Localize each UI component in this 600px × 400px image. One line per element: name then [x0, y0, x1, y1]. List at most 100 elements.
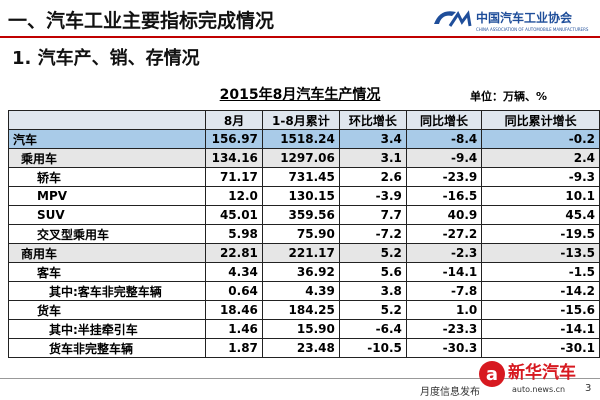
value-cell: 2.6 [338, 167, 407, 187]
header-cell [7, 110, 207, 130]
value-cell: -14.2 [481, 281, 600, 301]
value-cell: 7.7 [338, 205, 407, 225]
value-cell: 36.92 [261, 262, 340, 282]
header-cell: 8月 [205, 110, 263, 130]
value-cell: 359.56 [261, 205, 340, 225]
header-cell: 环比增长 [338, 110, 407, 130]
value-cell: 10.1 [481, 186, 600, 206]
value-cell: 22.81 [205, 243, 263, 263]
table-row: 轿车 71.17 731.45 2.6 -23.9 -9.3 [7, 167, 600, 187]
table-row: 货车非完整车辆 1.87 23.48 -10.5 -30.3 -30.1 [7, 338, 600, 358]
value-cell: -2.3 [405, 243, 483, 263]
value-cell: 134.16 [205, 148, 263, 168]
value-cell: -15.6 [481, 300, 600, 320]
value-cell: -9.4 [405, 148, 483, 168]
value-cell: -6.4 [338, 319, 407, 339]
value-cell: 221.17 [261, 243, 340, 263]
value-cell: 45.4 [481, 205, 600, 225]
value-cell: -10.5 [338, 338, 407, 358]
row-label: 交叉型乘用车 [7, 224, 207, 244]
value-cell: 45.01 [205, 205, 263, 225]
value-cell: 184.25 [261, 300, 340, 320]
value-cell: 4.34 [205, 262, 263, 282]
value-cell: -13.5 [481, 243, 600, 263]
page-number: 3 [585, 383, 592, 394]
value-cell: 23.48 [261, 338, 340, 358]
value-cell: 0.64 [205, 281, 263, 301]
row-label: 轿车 [7, 167, 207, 187]
value-cell: 5.2 [338, 300, 407, 320]
logo-text: 中国汽车工业协会 [476, 10, 573, 25]
watermark: a 新华汽车 auto.news.cn [479, 361, 576, 394]
value-cell: -16.5 [405, 186, 483, 206]
table-row: 乘用车 134.16 1297.06 3.1 -9.4 2.4 [7, 148, 600, 168]
value-cell: 5.98 [205, 224, 263, 244]
value-cell: 1.87 [205, 338, 263, 358]
value-cell: -14.1 [481, 319, 600, 339]
value-cell: 71.17 [205, 167, 263, 187]
value-cell: -0.2 [481, 129, 600, 149]
slide-title: 一、汽车工业主要指标完成情况 [8, 10, 275, 32]
value-cell: 1518.24 [261, 129, 340, 149]
row-label: 其中:客车非完整车辆 [7, 281, 207, 301]
value-cell: -14.1 [405, 262, 483, 282]
value-cell: -23.3 [405, 319, 483, 339]
row-label: SUV [7, 205, 207, 225]
table-row: 商用车 22.81 221.17 5.2 -2.3 -13.5 [7, 243, 600, 263]
value-cell: 1297.06 [261, 148, 340, 168]
row-label: 货车 [7, 300, 207, 320]
value-cell: -23.9 [405, 167, 483, 187]
header-cell: 同比增长 [405, 110, 483, 130]
value-cell: 4.39 [261, 281, 340, 301]
value-cell: 1.46 [205, 319, 263, 339]
footer-rule [0, 378, 600, 379]
value-cell: 156.97 [205, 129, 263, 149]
watermark-url: auto.news.cn [512, 385, 565, 394]
svg-text:a: a [486, 364, 498, 385]
row-label: 客车 [7, 262, 207, 282]
value-cell: -8.4 [405, 129, 483, 149]
table-row: MPV 12.0 130.15 -3.9 -16.5 10.1 [7, 186, 600, 206]
watermark-brand: 新华汽车 [508, 362, 576, 383]
value-cell: -30.1 [481, 338, 600, 358]
header-cell: 同比累计增长 [481, 110, 600, 130]
footer-text: 月度信息发布 [420, 387, 480, 398]
value-cell: -30.3 [405, 338, 483, 358]
table-title: 2015年8月汽车生产情况 [219, 87, 381, 103]
value-cell: 3.4 [338, 129, 407, 149]
table-row: 其中:半挂牵引车 1.46 15.90 -6.4 -23.3 -14.1 [7, 319, 600, 339]
row-label: 货车非完整车辆 [7, 338, 207, 358]
value-cell: 40.9 [405, 205, 483, 225]
table-row: 汽车 156.97 1518.24 3.4 -8.4 -0.2 [7, 129, 600, 149]
title-rule [0, 36, 600, 38]
value-cell: 731.45 [261, 167, 340, 187]
table-row: 其中:客车非完整车辆 0.64 4.39 3.8 -7.8 -14.2 [7, 281, 600, 301]
table-row: SUV 45.01 359.56 7.7 40.9 45.4 [7, 205, 600, 225]
value-cell: 15.90 [261, 319, 340, 339]
value-cell: -9.3 [481, 167, 600, 187]
row-label: 其中:半挂牵引车 [7, 319, 207, 339]
row-label: 商用车 [7, 243, 207, 263]
value-cell: -19.5 [481, 224, 600, 244]
value-cell: 5.2 [338, 243, 407, 263]
table-row: 交叉型乘用车 5.98 75.90 -7.2 -27.2 -19.5 [7, 224, 600, 244]
value-cell: -7.2 [338, 224, 407, 244]
value-cell: -3.9 [338, 186, 407, 206]
value-cell: -7.8 [405, 281, 483, 301]
table-row: 客车 4.34 36.92 5.6 -14.1 -1.5 [7, 262, 600, 282]
header-cell: 1-8月累计 [261, 110, 340, 130]
value-cell: 18.46 [205, 300, 263, 320]
value-cell: -1.5 [481, 262, 600, 282]
value-cell: 3.8 [338, 281, 407, 301]
unit-label: 单位：万辆、% [470, 90, 548, 103]
table-row: 货车 18.46 184.25 5.2 1.0 -15.6 [7, 300, 600, 320]
logo: 中国汽车工业协会 CHINA ASSOCIATION OF AUTOMOBILE… [434, 10, 589, 32]
subtitle: 1. 汽车产、销、存情况 [12, 48, 200, 69]
row-label: 乘用车 [7, 148, 207, 168]
logo-subtext: CHINA ASSOCIATION OF AUTOMOBILE MANUFACT… [476, 27, 589, 32]
value-cell: 2.4 [481, 148, 600, 168]
data-table: 8月 1-8月累计 环比增长 同比增长 同比累计增长 汽车 156.97 1518.24 3.4… [7, 110, 600, 358]
value-cell: 12.0 [205, 186, 263, 206]
value-cell: -27.2 [405, 224, 483, 244]
